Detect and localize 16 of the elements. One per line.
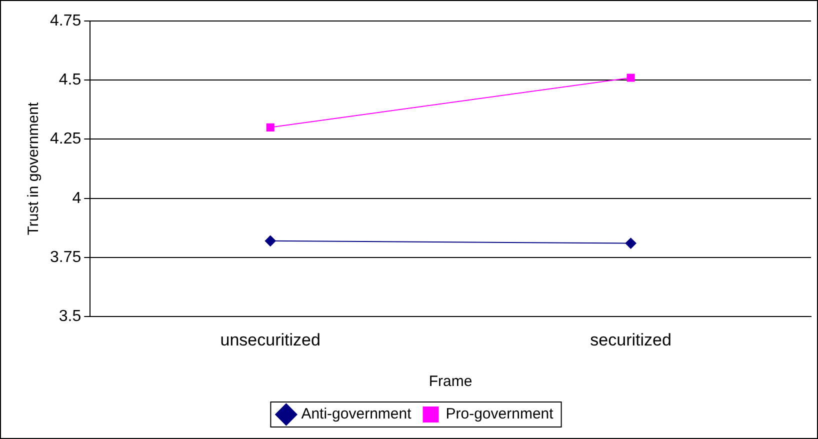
y-tick-label: 4 bbox=[72, 190, 82, 207]
legend-label: Pro-government bbox=[446, 406, 554, 423]
y-tick-label: 3.5 bbox=[58, 308, 82, 326]
y-tick-label: 4.75 bbox=[50, 12, 82, 30]
y-axis-title: Trust in government bbox=[25, 102, 42, 236]
point bbox=[266, 123, 274, 132]
y-tick-label: 4.25 bbox=[50, 130, 82, 148]
y-tick-label: 4.5 bbox=[58, 72, 82, 89]
point bbox=[625, 238, 636, 249]
x-axis-title: Frame bbox=[428, 373, 472, 390]
legend-label: Anti-government bbox=[301, 406, 412, 423]
point bbox=[264, 235, 276, 246]
x-tick-label: unsecuritized bbox=[220, 330, 320, 350]
x-tick-label: securitized bbox=[590, 330, 672, 350]
point bbox=[626, 74, 635, 82]
y-tick-label: 3.75 bbox=[50, 248, 82, 266]
